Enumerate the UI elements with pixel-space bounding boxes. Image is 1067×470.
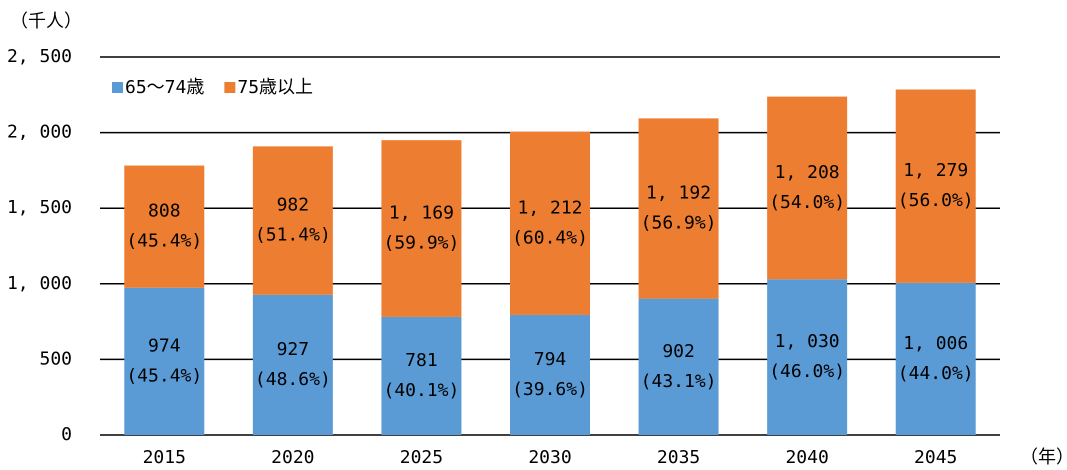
bar-segment (381, 316, 462, 435)
share-label: (39.6%) (512, 379, 588, 400)
y-tick-label: 1, 500 (7, 197, 72, 218)
bar-segment (124, 287, 205, 435)
share-label: (44.0%) (898, 363, 974, 384)
y-axis-label: （千人） (10, 11, 82, 32)
share-label: (56.0%) (898, 190, 974, 211)
bar-segment (895, 282, 976, 435)
value-label: 1, 279 (903, 160, 968, 181)
bar-segment (510, 131, 590, 315)
share-label: (46.0%) (769, 361, 845, 382)
y-tick-label: 2, 500 (7, 46, 72, 67)
y-tick-label: 2, 000 (7, 122, 72, 143)
bar-segment (767, 279, 848, 435)
legend-swatch (112, 82, 123, 93)
x-tick-label: 2040 (785, 447, 828, 468)
share-label: (56.9%) (641, 213, 717, 234)
value-label: 781 (405, 350, 438, 371)
bar-segment (638, 298, 719, 435)
x-tick-label: 2030 (528, 447, 571, 468)
share-label: (43.1%) (641, 371, 717, 392)
value-label: 1, 212 (517, 197, 582, 218)
value-label: 982 (277, 195, 310, 216)
bar-segment (638, 118, 719, 299)
x-tick-label: 2025 (400, 447, 443, 468)
bar-segment (767, 96, 848, 280)
share-label: (45.4%) (126, 231, 202, 252)
value-label: 1, 208 (775, 162, 840, 183)
value-label: 1, 030 (775, 331, 840, 352)
value-label: 1, 169 (389, 203, 454, 224)
share-label: (45.4%) (126, 365, 202, 386)
y-tick-label: 1, 000 (7, 273, 72, 294)
bar-segment (510, 314, 590, 435)
share-label: (59.9%) (383, 233, 459, 254)
value-label: 794 (534, 349, 567, 370)
share-label: (54.0%) (769, 192, 845, 213)
value-label: 1, 192 (646, 183, 711, 204)
y-tick-label: 0 (61, 424, 72, 445)
value-label: 808 (148, 201, 181, 222)
legend-swatch (224, 82, 236, 93)
bar-segment (381, 140, 462, 317)
x-tick-label: 2020 (271, 447, 314, 468)
share-label: (40.1%) (383, 380, 459, 401)
x-tick-label: 2035 (657, 447, 700, 468)
x-tick-label: 2045 (914, 447, 957, 468)
value-label: 927 (277, 339, 310, 360)
x-axis-label: （年） (1020, 447, 1067, 468)
bar-segment (124, 165, 205, 288)
legend-label: 65～74歳 (125, 77, 204, 98)
value-label: 974 (148, 335, 181, 356)
value-label: 902 (662, 341, 695, 362)
bar-segment (252, 294, 333, 435)
value-label: 1, 006 (903, 333, 968, 354)
y-tick-label: 500 (39, 348, 72, 369)
share-label: (51.4%) (255, 225, 331, 246)
legend-label: 75歳以上 (237, 77, 313, 98)
share-label: (60.4%) (512, 227, 588, 248)
bar-segment (895, 89, 976, 283)
bar-segment (252, 146, 333, 295)
share-label: (48.6%) (255, 369, 331, 390)
x-tick-label: 2015 (143, 447, 186, 468)
